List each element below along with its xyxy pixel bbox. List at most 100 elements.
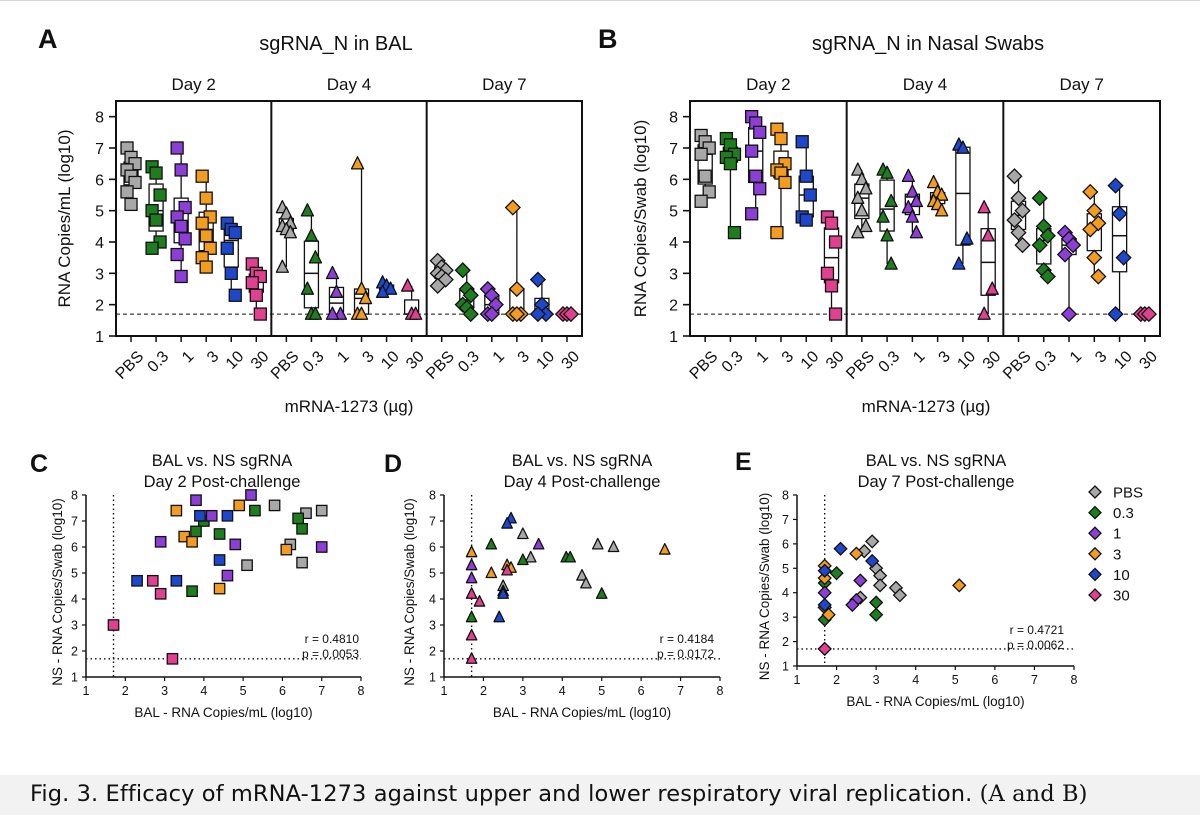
legend-label: 10 xyxy=(1113,567,1130,584)
x-tick-label: 0.3 xyxy=(300,348,328,376)
data-point xyxy=(859,218,873,233)
data-point xyxy=(296,556,308,569)
panel-title: Day 7 Post-challenge xyxy=(858,473,1015,491)
x-tick-label: PBS xyxy=(113,348,148,383)
data-point xyxy=(190,494,202,507)
data-point xyxy=(354,306,369,320)
data-point xyxy=(723,157,738,171)
data-point xyxy=(186,535,198,548)
stat-p: p = 0.0062 xyxy=(1007,638,1064,652)
y-tick-label: 3 xyxy=(429,619,436,633)
stat-p: p = 0.0053 xyxy=(302,647,359,661)
data-point xyxy=(300,281,315,295)
y-axis-label: NS - RNA Copies/Swab (log10) xyxy=(757,493,772,681)
x-tick-label: 2 xyxy=(480,684,487,698)
data-point xyxy=(905,184,920,198)
data-point xyxy=(529,271,547,288)
data-point xyxy=(275,259,290,273)
x-tick-label: 0.3 xyxy=(145,348,173,376)
x-tick-label: 2 xyxy=(833,673,840,687)
y-tick-label: 2 xyxy=(95,298,104,315)
caption-main: Fig. 3. Efficacy of mRNA-1273 against up… xyxy=(30,781,973,807)
panel-letter: A xyxy=(38,24,58,54)
data-point xyxy=(1056,246,1074,263)
data-point xyxy=(817,597,832,613)
data-point xyxy=(849,546,864,561)
data-point xyxy=(149,213,163,227)
data-point xyxy=(562,305,580,323)
data-point xyxy=(985,281,999,295)
x-tick-label: PBS xyxy=(268,348,303,383)
data-point xyxy=(213,582,226,595)
x-tick-label: 8 xyxy=(1071,673,1078,687)
data-point xyxy=(145,241,159,255)
x-tick-label: PBS xyxy=(1000,348,1035,383)
data-point xyxy=(1082,221,1099,238)
data-point xyxy=(876,209,890,223)
x-tick-label: 30 xyxy=(1136,348,1161,373)
stat-r: r = 0.4184 xyxy=(660,632,715,646)
data-point xyxy=(245,276,259,290)
x-tick-label: 5 xyxy=(598,684,605,698)
x-tick-label: 1 xyxy=(179,348,197,366)
y-tick-label: 8 xyxy=(71,489,78,503)
y-tick-label: 4 xyxy=(95,235,104,252)
data-point xyxy=(845,597,860,613)
data-point xyxy=(855,203,869,217)
y-tick-label: 6 xyxy=(669,172,678,189)
panel-letter: E xyxy=(735,448,752,476)
panel-letter: C xyxy=(30,450,48,478)
data-point xyxy=(483,305,500,323)
data-point xyxy=(817,563,832,578)
data-point xyxy=(400,278,415,292)
y-tick-label: 1 xyxy=(429,671,436,685)
y-tick-label: 8 xyxy=(95,110,104,127)
data-point xyxy=(325,265,340,280)
x-tick-label: 3 xyxy=(515,348,533,366)
data-point xyxy=(1082,183,1099,200)
y-tick-label: 4 xyxy=(669,235,678,252)
data-point xyxy=(580,576,592,589)
data-point xyxy=(1006,211,1023,229)
data-point xyxy=(956,140,970,154)
data-point xyxy=(233,499,246,512)
data-point xyxy=(120,185,134,199)
data-point xyxy=(308,306,323,320)
data-point xyxy=(462,287,479,304)
data-point xyxy=(694,147,708,161)
y-tick-label: 6 xyxy=(429,541,436,555)
box xyxy=(955,146,971,246)
data-point xyxy=(745,207,759,221)
y-tick-label: 3 xyxy=(95,266,104,283)
data-point xyxy=(350,156,365,170)
plot-frame xyxy=(115,100,583,337)
panel-title: Day 2 Post-challenge xyxy=(144,473,301,491)
data-point xyxy=(315,541,328,553)
x-tick-label: 3 xyxy=(1092,348,1110,366)
x-tick-label: 3 xyxy=(204,348,222,366)
data-point xyxy=(508,305,525,323)
data-point xyxy=(576,568,588,581)
x-tick-label: PBS xyxy=(843,348,878,383)
data-point xyxy=(591,537,604,550)
data-point xyxy=(859,181,873,195)
data-point xyxy=(292,512,304,525)
data-point xyxy=(824,216,839,230)
figure-caption: Fig. 3. Efficacy of mRNA-1273 against up… xyxy=(30,781,1195,807)
data-point xyxy=(952,256,966,270)
data-point xyxy=(473,594,486,607)
data-point xyxy=(909,193,924,208)
data-point xyxy=(485,566,498,579)
day-label: Day 2 xyxy=(746,75,790,94)
data-point xyxy=(901,168,915,183)
legend-marker xyxy=(1088,526,1102,541)
data-point xyxy=(909,225,924,239)
data-point xyxy=(1090,215,1107,232)
x-tick-label: 0.3 xyxy=(1032,348,1060,376)
y-tick-label: 7 xyxy=(429,515,436,529)
x-tick-label: 7 xyxy=(677,684,684,698)
stat-r: r = 0.4721 xyxy=(1010,623,1065,637)
data-point xyxy=(753,182,767,196)
panel-title: BAL vs. NS sgRNA xyxy=(866,452,1007,470)
data-point xyxy=(497,587,509,599)
